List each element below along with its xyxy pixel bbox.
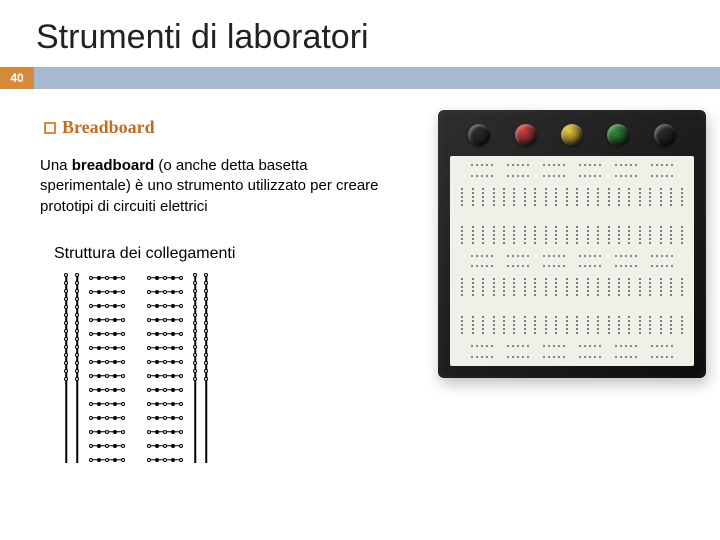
breadboard-photo: [438, 110, 706, 378]
bullet-label: Breadboard: [62, 117, 155, 138]
binding-post: [515, 124, 537, 146]
binding-post: [561, 124, 583, 146]
binding-post-row: [438, 120, 706, 150]
rail-right: [191, 273, 210, 465]
header-bar-fill: [34, 67, 720, 89]
binding-post: [654, 124, 676, 146]
body-text-prefix: Una: [40, 157, 72, 174]
strip-grid-left: [89, 273, 125, 465]
bullet-square-icon: [44, 122, 56, 134]
slide-title: Strumenti di laboratori: [0, 0, 720, 67]
body-text-bold: breadboard: [72, 157, 155, 174]
page-number-badge: 40: [0, 67, 34, 89]
binding-post: [607, 124, 629, 146]
binding-post: [468, 124, 490, 146]
body-paragraph: Una breadboard (o anche detta basetta sp…: [40, 156, 380, 217]
breadboard-surface: [450, 156, 694, 366]
rail-left: [62, 273, 81, 465]
strip-grid-right: [147, 273, 183, 465]
header-bar: 40: [0, 67, 720, 89]
connection-diagram: [62, 273, 292, 465]
